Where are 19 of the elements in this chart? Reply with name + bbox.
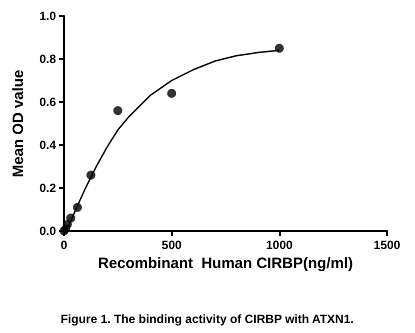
point (274, 44, 284, 53)
point (167, 88, 176, 98)
y-axis-title: Mean OD value (10, 70, 27, 178)
y-tick-label: 0.4 (39, 138, 56, 152)
point (113, 106, 122, 116)
point (66, 214, 76, 223)
y-tick-label: 0.0 (39, 224, 56, 238)
point (86, 170, 96, 180)
caption: Figure 1. The binding activity of CIRBP with ATXN1. (60, 312, 354, 326)
x-tick-label: 0 (60, 238, 68, 252)
x-tick-label: 500 (162, 238, 182, 252)
y-tick-label: 0.2 (39, 181, 56, 195)
y-tick-label: 1.0 (39, 9, 56, 23)
point (72, 202, 82, 212)
y-tick-label: 0.6 (39, 95, 56, 109)
y-tick-label: 0.8 (39, 52, 56, 66)
x-axis-title: Recombinant Human CIRBP(ng/ml) (98, 254, 354, 272)
x-tick-label: 1500 (374, 238, 401, 252)
x-tick-label: 1000 (266, 238, 294, 252)
